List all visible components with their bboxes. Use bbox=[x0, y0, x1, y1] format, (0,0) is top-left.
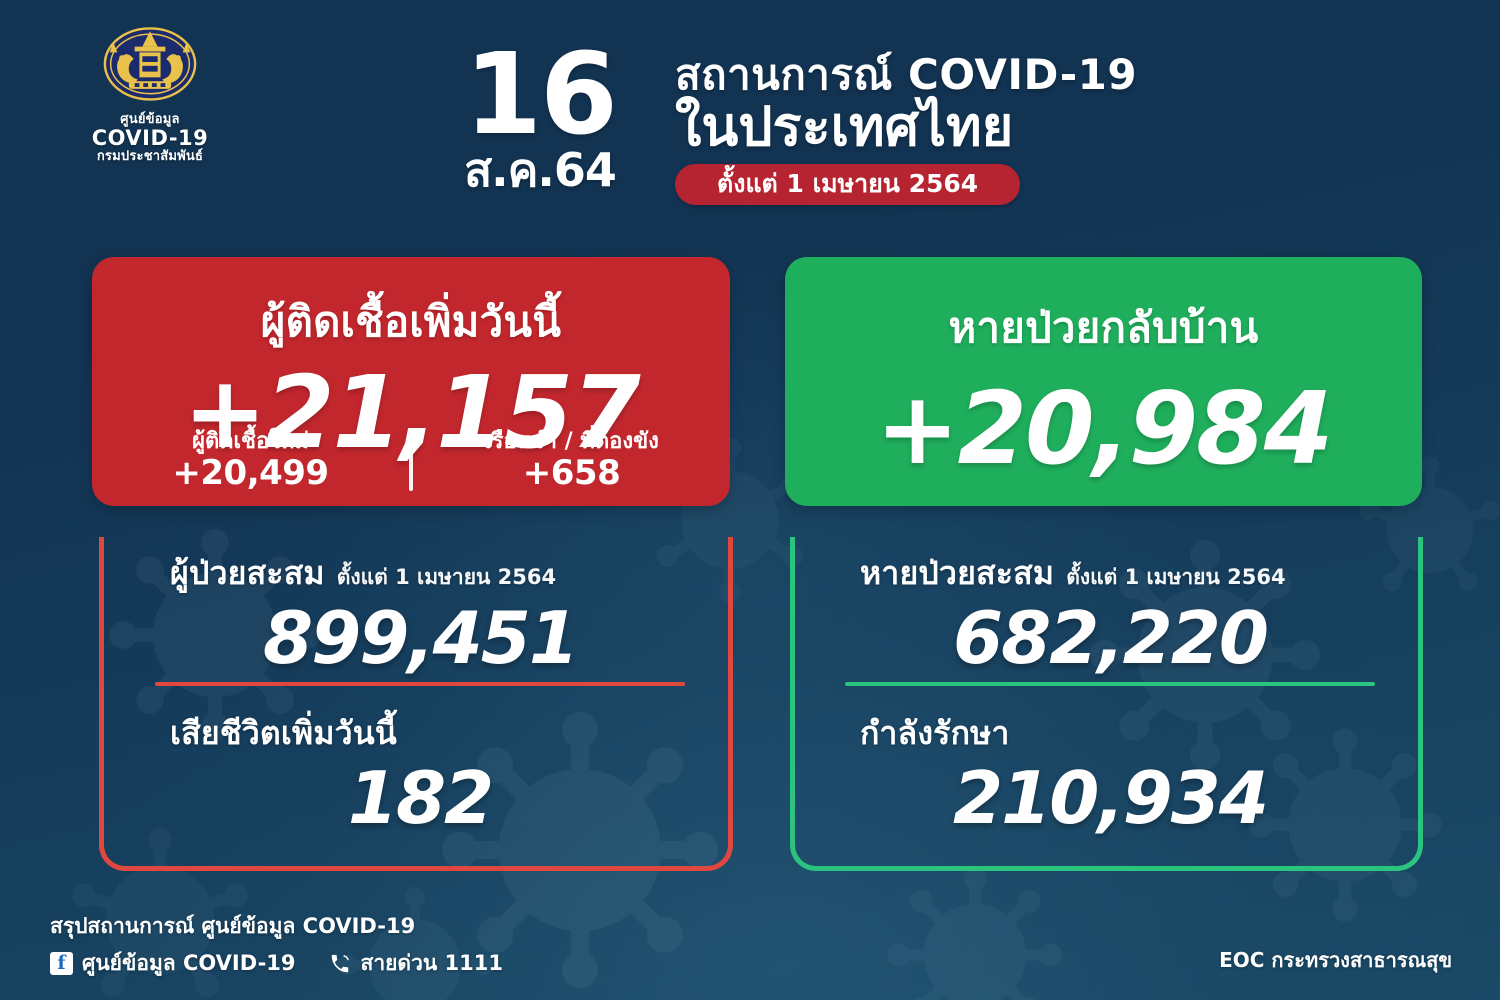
hotline-label: สายด่วน 1111 bbox=[360, 951, 503, 976]
phone-icon bbox=[328, 953, 352, 975]
currently-treating-value: 210,934 bbox=[953, 755, 1269, 840]
prison-cases-column: เรือนจำ / ที่ต้องขัง +658 bbox=[413, 429, 730, 493]
cumulative-recovered-value: 682,220 bbox=[953, 596, 1269, 680]
cumulative-recovered-section: หายป่วยสะสม ตั้งแต่ 1 เมษายน 2564 682,22… bbox=[820, 548, 1400, 836]
new-cases-label: ผู้ติดเชื้อใหม่ bbox=[192, 429, 309, 454]
new-cases-value: +20,499 bbox=[172, 453, 329, 494]
recovered-today-card: หายป่วยกลับบ้าน +20,984 bbox=[785, 257, 1422, 506]
title-line-2: ในประเทศไทย bbox=[675, 95, 1014, 159]
recovered-today-title: หายป่วยกลับบ้าน bbox=[948, 303, 1259, 352]
left-section-divider bbox=[155, 681, 685, 686]
breakdown-divider bbox=[409, 433, 413, 491]
day-number: 16 bbox=[464, 30, 618, 160]
currently-treating-label: กำลังรักษา bbox=[860, 713, 1010, 752]
cumulative-cases-section: ผู้ป่วยสะสม ตั้งแต่ 1 เมษายน 2564 899,45… bbox=[130, 548, 710, 836]
new-infections-title: ผู้ติดเชื้อเพิ่มวันนี้ bbox=[260, 297, 562, 346]
cumulative-cases-heading: ผู้ป่วยสะสม ตั้งแต่ 1 เมษายน 2564 bbox=[130, 548, 710, 599]
prison-cases-value: +658 bbox=[522, 453, 621, 494]
logo-line-2: COVID-19 bbox=[91, 126, 209, 151]
header: 16 ส.ค.64 สถานการณ์ COVID-19 ในประเทศไทย… bbox=[420, 30, 1180, 226]
cumulative-recovered-heading: หายป่วยสะสม ตั้งแต่ 1 เมษายน 2564 bbox=[820, 548, 1400, 599]
cumulative-cases-label: ผู้ป่วยสะสม bbox=[170, 554, 325, 592]
facebook-icon[interactable] bbox=[50, 952, 73, 976]
footer-summary-line: สรุปสถานการณ์ ศูนย์ข้อมูล COVID-19 bbox=[50, 914, 416, 938]
date-range-badge: ตั้งแต่ 1 เมษายน 2564 bbox=[675, 164, 1021, 206]
deaths-today-label: เสียชีวิตเพิ่มวันนี้ bbox=[170, 713, 397, 752]
footer-left: สรุปสถานการณ์ ศูนย์ข้อมูล COVID-19 ศูนย์… bbox=[50, 913, 503, 980]
right-section-divider bbox=[845, 681, 1375, 686]
new-infections-breakdown: ผู้ติดเชื้อใหม่ +20,499 เรือนจำ / ที่ต้อ… bbox=[92, 429, 730, 493]
footer-contact-row: ศูนย์ข้อมูล COVID-19 สายด่วน 1111 bbox=[50, 947, 503, 980]
cumulative-cases-value: 899,451 bbox=[263, 596, 579, 680]
footer-source: EOC กระทรวงสาธารณสุข bbox=[1219, 948, 1452, 972]
month-year: ส.ค.64 bbox=[464, 142, 617, 197]
cumulative-cases-since: ตั้งแต่ 1 เมษายน 2564 bbox=[336, 565, 557, 589]
title-line-1: สถานการณ์ COVID-19 bbox=[675, 50, 1138, 99]
cumulative-recovered-since: ตั้งแต่ 1 เมษายน 2564 bbox=[1066, 565, 1286, 589]
cumulative-recovered-label: หายป่วยสะสม bbox=[860, 554, 1055, 592]
logo-line-3: กรมประชาสัมพันธ์ bbox=[96, 148, 204, 164]
new-infections-card: ผู้ติดเชื้อเพิ่มวันนี้ +21,157 ผู้ติดเชื… bbox=[92, 257, 730, 506]
new-cases-column: ผู้ติดเชื้อใหม่ +20,499 bbox=[92, 429, 409, 493]
recovered-today-value: +20,984 bbox=[875, 370, 1334, 487]
deaths-today-value: 182 bbox=[347, 755, 494, 840]
thai-government-emblem-icon bbox=[92, 14, 208, 110]
brand-logo-block: ศูนย์ข้อมูล COVID-19 กรมประชาสัมพันธ์ bbox=[50, 14, 250, 164]
logo-line-1: ศูนย์ข้อมูล bbox=[120, 112, 180, 127]
page-title: สถานการณ์ COVID-19 ในประเทศไทย ตั้งแต่ 1… bbox=[675, 50, 1175, 206]
report-date: 16 ส.ค.64 bbox=[420, 30, 660, 197]
prison-cases-label: เรือนจำ / ที่ต้องขัง bbox=[484, 429, 659, 454]
virus-watermark-icon bbox=[880, 860, 1070, 1000]
right-section-bracket bbox=[790, 537, 1423, 871]
left-section-bracket bbox=[99, 537, 733, 871]
facebook-page-label[interactable]: ศูนย์ข้อมูล COVID-19 bbox=[82, 951, 296, 976]
